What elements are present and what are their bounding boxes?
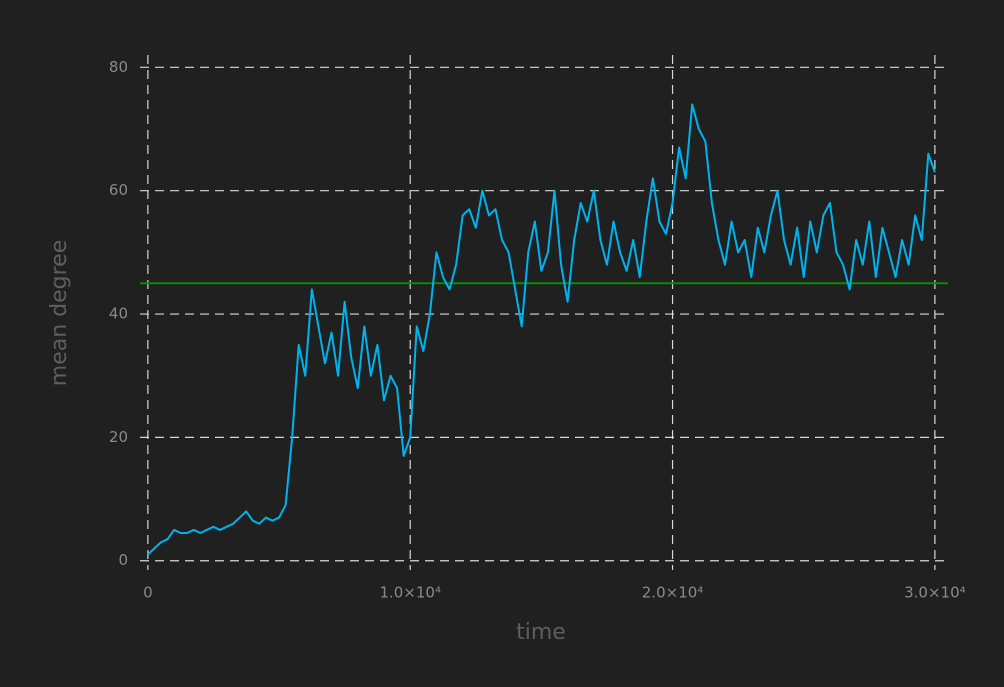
x-tick-label: 1.0×10⁴ <box>379 584 441 602</box>
x-tick-label: 3.0×10⁴ <box>904 584 966 602</box>
x-axis-label: time <box>516 620 566 645</box>
y-tick-label: 20 <box>109 428 128 446</box>
y-tick-label: 80 <box>109 58 128 76</box>
y-tick-label: 0 <box>118 551 128 569</box>
x-tick-label: 2.0×10⁴ <box>642 584 704 602</box>
x-tick-label: 0 <box>143 584 153 602</box>
y-tick-label: 40 <box>109 305 128 323</box>
data-line <box>147 103 936 556</box>
y-axis-label: mean degree <box>47 240 72 386</box>
y-tick-label: 60 <box>109 181 128 199</box>
